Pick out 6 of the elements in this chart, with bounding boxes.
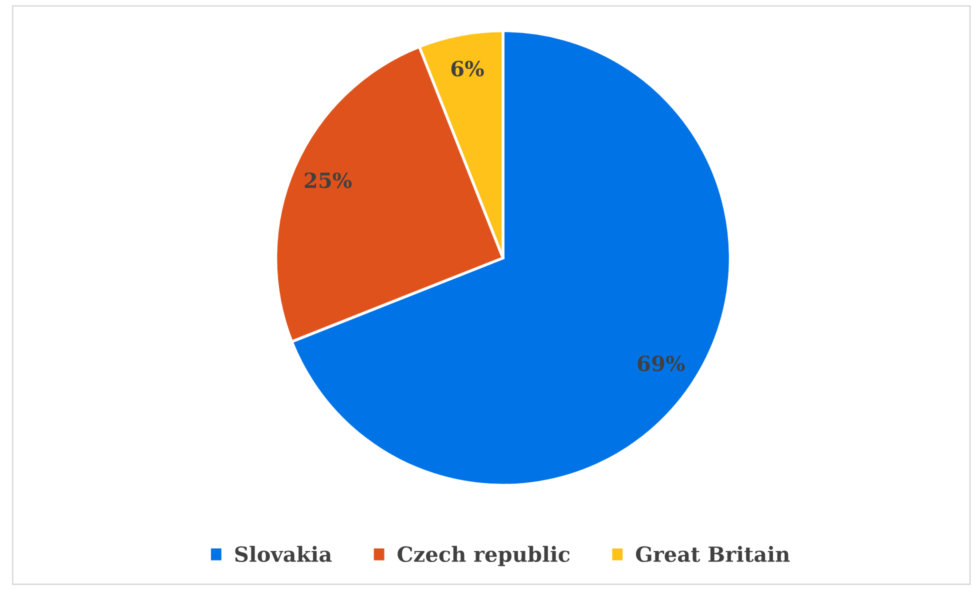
legend-label: Czech republic (398, 546, 570, 566)
data-label: 6% (451, 60, 484, 76)
data-label: 25% (304, 172, 352, 188)
legend-label: Slovakia (235, 546, 332, 562)
legend-label: Great Britain (636, 546, 790, 562)
data-label: 69% (638, 356, 685, 372)
